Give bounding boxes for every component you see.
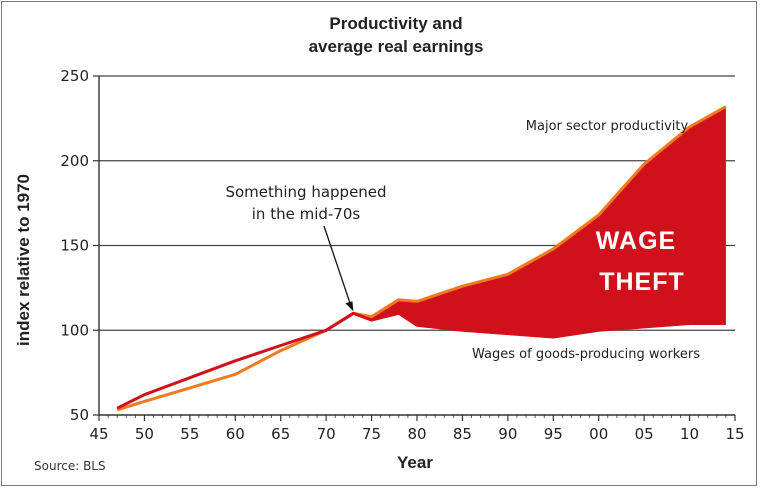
- x-tick-label-2005: 05: [635, 425, 654, 443]
- x-tick-label-1965: 65: [271, 425, 290, 443]
- annotation-mid-70s-line-2: in the mid-70s: [252, 205, 361, 223]
- wage-theft-fill: [353, 106, 726, 337]
- x-tick-label-1970: 70: [317, 425, 336, 443]
- y-tick-label-200: 200: [60, 152, 89, 170]
- x-tick-label-1975: 75: [362, 425, 381, 443]
- y-axis-label: index relative to 1970: [14, 174, 33, 346]
- chart-title-line-2: average real earnings: [309, 37, 484, 56]
- annotation-arrow-head: [345, 301, 354, 312]
- x-tick-label-1995: 95: [544, 425, 563, 443]
- productivity-line: [116, 105, 727, 412]
- x-tick-label-1980: 80: [407, 425, 426, 443]
- productivity-label-line-1: Major sector productivity: [526, 119, 689, 134]
- x-axis-label: Year: [397, 453, 433, 472]
- y-tick-label-100: 100: [60, 321, 89, 339]
- wage-theft-label-line-1: WAGE: [596, 227, 676, 255]
- wages-line: [116, 311, 726, 410]
- x-tick-label-1990: 90: [498, 425, 517, 443]
- source-note: Source: BLS: [34, 459, 106, 473]
- series-layer: [116, 105, 727, 412]
- y-tick-label-250: 250: [60, 67, 89, 85]
- x-tick-label-2000: 00: [589, 425, 608, 443]
- x-tick-label-1985: 85: [453, 425, 472, 443]
- x-tick-label-2010: 10: [680, 425, 699, 443]
- annotation-mid-70s-line-1: Something happened: [225, 183, 386, 201]
- x-tick-label-1950: 50: [135, 425, 154, 443]
- wages-series-label: Wages of goods-producing workers: [472, 347, 700, 362]
- x-tick-label-1945: 45: [89, 425, 108, 443]
- annotation-arrow-line: [323, 225, 353, 308]
- chart-title-line-1: Productivity and: [329, 14, 462, 33]
- y-tick-label-50: 50: [70, 406, 89, 424]
- wage-theft-label-line-2: THEFT: [599, 268, 685, 296]
- wage-gap-area: [353, 106, 726, 337]
- x-tick-label-2015: 15: [725, 425, 744, 443]
- x-tick-label-1960: 60: [226, 425, 245, 443]
- x-tick-label-1955: 55: [180, 425, 199, 443]
- y-tick-label-150: 150: [60, 237, 89, 255]
